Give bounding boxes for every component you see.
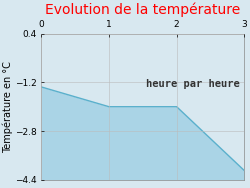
Text: heure par heure: heure par heure (146, 79, 240, 89)
Title: Evolution de la température: Evolution de la température (45, 3, 240, 17)
Y-axis label: Température en °C: Température en °C (3, 61, 13, 153)
